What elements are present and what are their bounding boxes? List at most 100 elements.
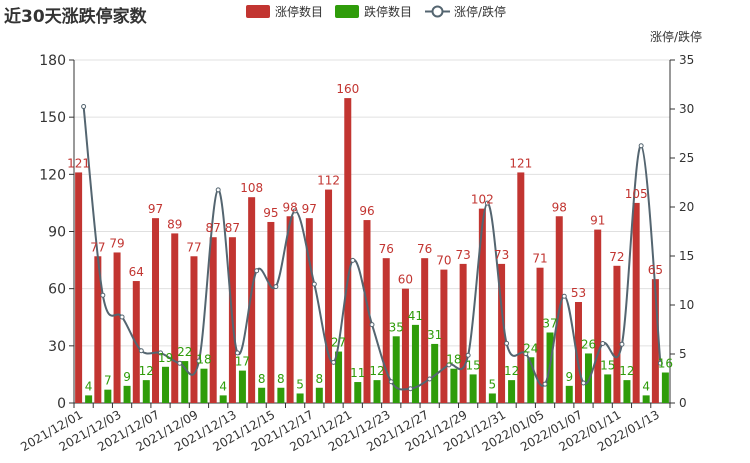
data-label-limit-down: 27: [331, 336, 346, 350]
bar-limit-down: [469, 374, 477, 403]
bar-limit-down: [623, 380, 631, 403]
data-label-limit-up: 89: [167, 217, 182, 231]
bar-limit-up: [594, 229, 602, 403]
data-label-limit-up: 108: [240, 181, 263, 195]
ratio-point: [292, 208, 298, 214]
bar-limit-up: [94, 256, 102, 403]
right-axis-tick-label: 35: [679, 53, 694, 67]
ratio-point: [119, 314, 125, 320]
ratio-point: [600, 341, 606, 347]
bar-limit-up: [75, 172, 83, 403]
bar-limit-down: [219, 395, 227, 403]
data-label-limit-up: 79: [109, 236, 124, 250]
bar-limit-up: [517, 172, 525, 403]
bar-limit-up: [651, 279, 659, 403]
bar-limit-up: [344, 98, 352, 403]
right-axis-tick-label: 0: [679, 396, 687, 410]
bar-limit-up: [171, 233, 179, 403]
ratio-point: [427, 376, 433, 382]
bar-limit-down: [238, 370, 246, 403]
ratio-point: [580, 380, 586, 386]
data-label-limit-up: 60: [398, 273, 413, 287]
data-label-limit-up: 97: [302, 202, 317, 216]
bar-limit-down: [411, 324, 419, 403]
data-label-limit-down: 4: [642, 379, 650, 393]
data-label-limit-down: 19: [158, 351, 173, 365]
data-label-limit-up: 64: [129, 265, 144, 279]
legend-label: 跌停数目: [364, 4, 412, 19]
bar-limit-down: [373, 380, 381, 403]
data-label-limit-up: 72: [609, 250, 624, 264]
ratio-point: [177, 360, 183, 366]
data-label-limit-up: 53: [571, 286, 586, 300]
legend-swatch-limit-down: [335, 5, 359, 18]
bar-limit-up: [113, 252, 121, 403]
left-axis-tick-label: 60: [48, 282, 66, 298]
ratio-point: [484, 200, 490, 206]
data-label-limit-down: 7: [104, 374, 112, 388]
ratio-point: [446, 362, 452, 368]
right-axis-tick-label: 20: [679, 200, 694, 214]
data-label-limit-down: 11: [350, 366, 365, 380]
ratio-point: [638, 143, 644, 149]
left-axis-tick-label: 90: [48, 225, 66, 241]
bar-limit-down: [335, 351, 343, 403]
bar-limit-down: [123, 385, 131, 403]
bar-limit-up: [401, 288, 409, 403]
ratio-point: [619, 341, 625, 347]
data-label-limit-down: 31: [427, 328, 442, 342]
ratio-point: [388, 379, 394, 385]
ratio-point: [657, 360, 663, 366]
bar-limit-down: [604, 374, 612, 403]
data-label-limit-up: 70: [436, 254, 451, 268]
ratio-point: [311, 281, 317, 287]
bar-limit-down: [565, 385, 573, 403]
ratio-point: [465, 352, 471, 358]
data-label-limit-down: 12: [139, 364, 154, 378]
data-label-limit-down: 8: [258, 372, 266, 386]
bar-limit-up: [459, 263, 467, 403]
data-label-limit-up: 97: [148, 202, 163, 216]
bar-limit-up: [613, 265, 621, 403]
data-label-limit-up: 73: [455, 248, 470, 262]
ratio-point: [196, 358, 202, 364]
data-label-limit-down: 12: [619, 364, 634, 378]
data-label-limit-down: 9: [565, 370, 573, 384]
legend-item: 跌停数目: [335, 4, 412, 19]
ratio-point: [523, 351, 529, 357]
bar-limit-down: [258, 387, 266, 403]
bar-limit-down: [277, 387, 285, 403]
data-label-limit-down: 9: [123, 370, 131, 384]
data-label-limit-down: 18: [446, 353, 461, 367]
data-label-limit-down: 15: [465, 358, 480, 372]
left-axis-tick-label: 30: [48, 339, 66, 355]
bar-limit-down: [392, 336, 400, 403]
bar-limit-up: [632, 202, 640, 403]
bar-limit-down: [527, 357, 535, 403]
bar-limit-down: [315, 387, 323, 403]
bar-limit-down: [181, 361, 189, 403]
legend-item: 涨停数目: [246, 4, 323, 19]
bar-limit-up: [286, 216, 294, 403]
data-label-limit-up: 95: [263, 206, 278, 220]
bar-limit-down: [508, 380, 516, 403]
data-label-limit-down: 22: [177, 345, 192, 359]
bar-limit-down: [642, 395, 650, 403]
right-axis-tick-label: 10: [679, 298, 694, 312]
legend-marker-icon: [431, 5, 444, 18]
data-label-limit-down: 8: [277, 372, 285, 386]
bar-limit-up: [190, 256, 198, 403]
bar-limit-up: [209, 237, 217, 403]
bar-limit-up: [536, 267, 544, 403]
bar-limit-up: [305, 218, 313, 403]
bar-limit-down: [584, 353, 592, 403]
bar-limit-down: [354, 382, 362, 403]
ratio-point: [138, 348, 144, 354]
bar-limit-down: [104, 389, 112, 403]
data-label-limit-down: 12: [504, 364, 519, 378]
data-label-limit-down: 41: [408, 309, 423, 323]
bar-limit-up: [363, 220, 371, 403]
ratio-point: [100, 292, 106, 298]
ratio-point: [542, 381, 548, 387]
